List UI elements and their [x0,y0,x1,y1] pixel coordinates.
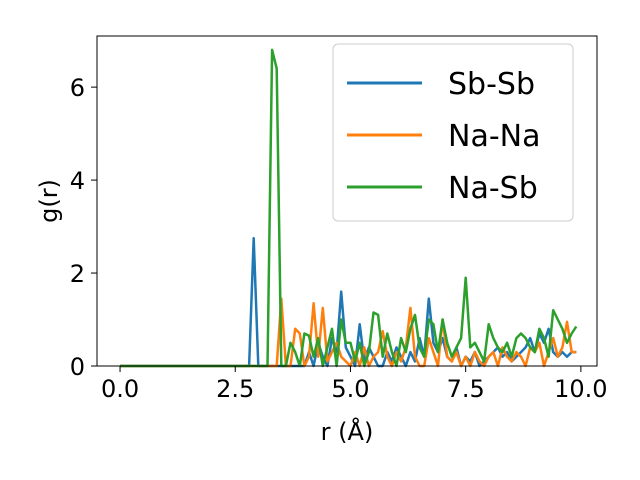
x-tick-label: 5.0 [331,375,369,403]
series-line-na-na [120,297,577,368]
plot-frame [96,35,598,367]
legend: Sb-Sb Na-Na Na-Sb [332,43,574,222]
y-tick-label: 6 [70,74,85,102]
legend-box [332,43,574,222]
x-tick-label: 0.0 [101,375,139,403]
y-tick-label: 2 [70,260,85,288]
legend-label-na-sb: Na-Sb [448,171,538,206]
x-axis: 0.0 2.5 5.0 7.5 10.0 [101,366,608,403]
x-tick-label: 7.5 [447,375,485,403]
legend-label-sb-sb: Sb-Sb [448,67,535,102]
series-line-sb-sb [120,236,577,368]
legend-label-na-na: Na-Na [448,119,540,154]
x-tick-label: 2.5 [216,375,254,403]
y-tick-label: 0 [70,353,85,381]
y-axis: 0 2 4 6 [70,74,97,381]
series-line-na-sb [120,48,578,368]
y-tick-label: 4 [70,167,85,195]
x-axis-label: r (Å) [321,417,374,446]
y-axis-label: g(r) [35,179,63,223]
x-tick-label: 10.0 [554,375,607,403]
